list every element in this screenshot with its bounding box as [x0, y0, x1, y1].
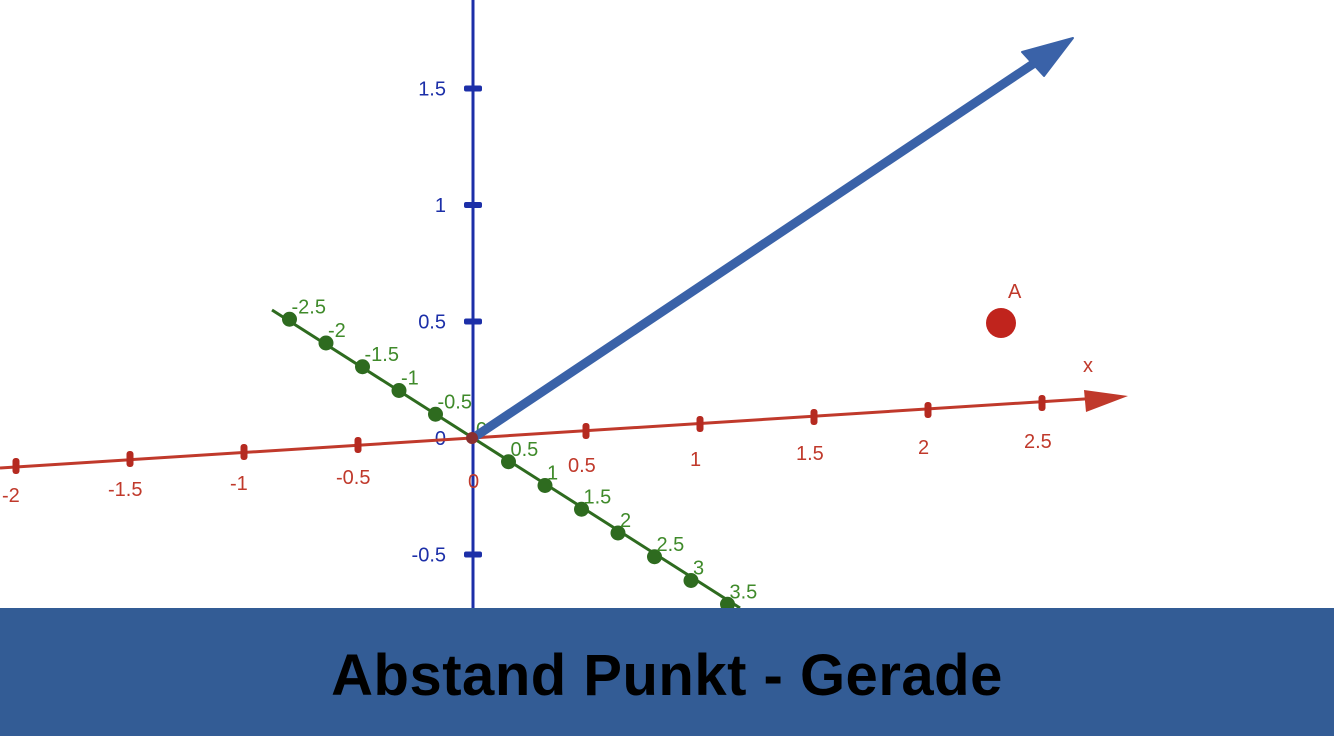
x-tick-label: -0.5	[336, 467, 370, 489]
y-tick-mark	[464, 318, 482, 325]
x-tick-mark	[696, 416, 704, 432]
title-banner: Abstand Punkt - Gerade	[0, 608, 1334, 736]
x-tick-label: 1	[690, 449, 701, 471]
z-axis-ticks: -2.5-2 -1.5-1 -0.5 0 0.5 1 1.5 2 2.5 3 3.5	[282, 296, 757, 608]
z-tick-label: 3	[693, 558, 704, 580]
z-axis: -2.5-2 -1.5-1 -0.5 0 0.5 1 1.5 2 2.5 3 3.5	[271, 296, 757, 608]
x-tick-mark	[810, 409, 818, 425]
x-tick-mark	[126, 451, 134, 467]
z-tick-label: 2	[620, 510, 631, 532]
x-tick-mark	[240, 444, 248, 460]
x-tick-mark	[354, 437, 362, 453]
y-tick-mark	[464, 202, 482, 208]
y-axis-ticks: -0.5 0 0.5 1 1.5	[412, 79, 482, 567]
vector-shaft	[471, 57, 1041, 441]
z-tick-label: -1.5	[365, 344, 399, 366]
x-tick-label: 1.5	[796, 443, 824, 465]
x-axis-line	[0, 396, 1101, 470]
x-tick-label: 2	[918, 437, 929, 459]
x-axis: -2 -1.5 -1 -0.5 0 0.5 1 1.5 2 2.5 x	[0, 355, 1128, 507]
x-tick-label: -2	[2, 485, 20, 507]
x-axis-name: x	[1083, 355, 1093, 377]
z-tick-label: 1	[547, 463, 558, 485]
x-tick-mark	[924, 402, 932, 418]
y-tick-mark	[464, 551, 482, 558]
direction-vector	[471, 37, 1074, 441]
x-tick-label: 2.5	[1024, 431, 1052, 453]
z-tick-mark	[428, 406, 443, 422]
z-tick-mark	[391, 383, 407, 398]
origin-point	[466, 432, 478, 444]
z-tick-mark	[574, 501, 589, 517]
z-tick-label: 1.5	[584, 486, 612, 508]
point-a-label: A	[1008, 281, 1022, 303]
y-tick-label: -0.5	[412, 545, 446, 567]
vector-arrowhead-icon	[1021, 37, 1074, 77]
z-tick-label: 2.5	[657, 534, 685, 556]
z-tick-mark	[282, 311, 297, 327]
z-tick-label: -2.5	[292, 296, 326, 318]
z-tick-mark	[537, 478, 553, 493]
y-tick-label: 1	[435, 195, 446, 217]
x-axis-ticks: -2 -1.5 -1 -0.5 0 0.5 1 1.5 2 2.5	[2, 395, 1052, 507]
x-tick-mark	[1038, 395, 1046, 411]
z-tick-mark	[355, 359, 370, 375]
z-tick-mark	[647, 549, 662, 565]
z-tick-label: 3.5	[730, 581, 758, 603]
z-tick-mark	[318, 335, 334, 351]
x-tick-label: -1	[230, 473, 248, 495]
z-tick-mark	[720, 596, 735, 608]
z-tick-label: 0.5	[511, 439, 539, 461]
coordinate-system-3d: -0.500.511.5 -2.5-2-1.5-1-0.500.511.522.…	[0, 0, 1128, 608]
z-tick-label: -1	[401, 368, 419, 390]
y-axis: -0.5 0 0.5 1 1.5	[412, 0, 482, 608]
y-tick-label: 0.5	[418, 312, 446, 334]
banner-title: Abstand Punkt - Gerade	[331, 642, 1003, 708]
x-axis-arrow-icon	[1084, 390, 1128, 412]
z-tick-mark	[610, 525, 626, 541]
x-tick-label: 0	[468, 471, 479, 493]
x-tick-label: 0.5	[568, 455, 596, 477]
z-tick-label: -0.5	[438, 391, 472, 413]
y-tick-label: 1.5	[418, 79, 446, 101]
x-tick-label: -1.5	[108, 479, 142, 501]
x-tick-mark	[12, 458, 20, 474]
z-tick-mark	[683, 573, 699, 588]
point-a[interactable]: A	[986, 281, 1022, 338]
z-tick-mark	[501, 454, 516, 470]
z-tick-label: -2	[328, 320, 346, 342]
x-tick-mark	[582, 423, 590, 439]
point-a-marker[interactable]	[986, 308, 1016, 338]
y-tick-mark	[464, 85, 482, 92]
